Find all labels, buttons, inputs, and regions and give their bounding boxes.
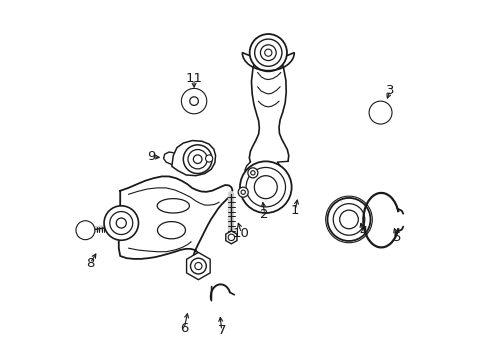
Circle shape	[194, 155, 202, 163]
Text: 7: 7	[218, 324, 226, 337]
Polygon shape	[187, 252, 210, 280]
Text: 8: 8	[86, 257, 94, 270]
Text: 10: 10	[233, 226, 250, 239]
Text: 4: 4	[359, 225, 368, 238]
Circle shape	[250, 34, 287, 71]
Circle shape	[116, 218, 126, 228]
Polygon shape	[185, 90, 203, 112]
Circle shape	[265, 49, 272, 56]
Text: 3: 3	[386, 84, 394, 97]
Circle shape	[333, 204, 365, 235]
Text: 2: 2	[261, 208, 269, 221]
Circle shape	[238, 187, 248, 197]
Polygon shape	[172, 140, 216, 176]
Circle shape	[327, 198, 370, 241]
Circle shape	[228, 234, 235, 240]
Circle shape	[181, 89, 207, 114]
Circle shape	[260, 45, 276, 60]
Circle shape	[248, 168, 258, 178]
Text: 6: 6	[180, 322, 188, 335]
Circle shape	[195, 262, 202, 270]
Circle shape	[246, 167, 286, 207]
Circle shape	[251, 171, 255, 175]
Circle shape	[191, 258, 206, 274]
Circle shape	[369, 101, 392, 124]
Polygon shape	[78, 222, 92, 238]
Circle shape	[191, 259, 205, 273]
Circle shape	[110, 212, 133, 234]
Circle shape	[240, 161, 292, 213]
Circle shape	[76, 221, 95, 240]
Text: 5: 5	[393, 231, 402, 244]
Circle shape	[188, 149, 207, 169]
Circle shape	[183, 145, 212, 174]
Circle shape	[254, 176, 277, 199]
Text: 11: 11	[186, 72, 202, 85]
Circle shape	[375, 107, 386, 118]
Text: 1: 1	[291, 204, 299, 217]
Circle shape	[241, 190, 245, 194]
Circle shape	[255, 39, 282, 66]
Circle shape	[104, 206, 139, 240]
Circle shape	[205, 155, 213, 162]
Circle shape	[188, 255, 209, 277]
Circle shape	[81, 226, 90, 234]
Circle shape	[340, 210, 358, 229]
Circle shape	[190, 97, 198, 105]
Circle shape	[371, 103, 390, 122]
Text: 9: 9	[147, 150, 155, 163]
Polygon shape	[226, 231, 237, 244]
